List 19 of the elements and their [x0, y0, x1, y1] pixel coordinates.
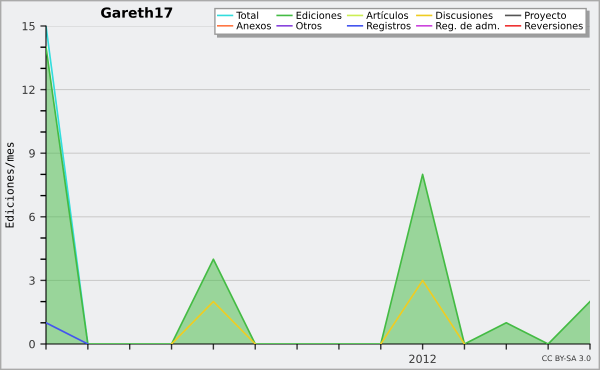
- y-tick-label: 15: [22, 22, 35, 30]
- y-tick-label: 6: [29, 212, 35, 222]
- legend-label: Total: [236, 11, 258, 20]
- legend-label: Otros: [296, 22, 322, 30]
- y-tick-label: 0: [29, 340, 35, 348]
- chart-title: Gareth17: [101, 7, 172, 18]
- legend-label: Reversiones: [525, 22, 583, 30]
- legend-label: Artículos: [366, 11, 408, 20]
- legend-label: Ediciones: [296, 11, 342, 20]
- y-tick-label: 3: [29, 276, 35, 285]
- legend-label: Reg. de adm.: [436, 22, 499, 32]
- legend-label: Registros: [367, 22, 411, 32]
- legend-label: Anexos: [236, 22, 271, 30]
- y-tick-label: 12: [22, 86, 34, 94]
- legend-label: Proyecto: [525, 12, 566, 21]
- legend-label: Discusiones: [436, 11, 493, 20]
- y-axis-title: Ediciones/mes: [5, 142, 15, 228]
- y-tick-label: 9: [29, 149, 35, 158]
- x-tick-label: 2012: [409, 354, 436, 364]
